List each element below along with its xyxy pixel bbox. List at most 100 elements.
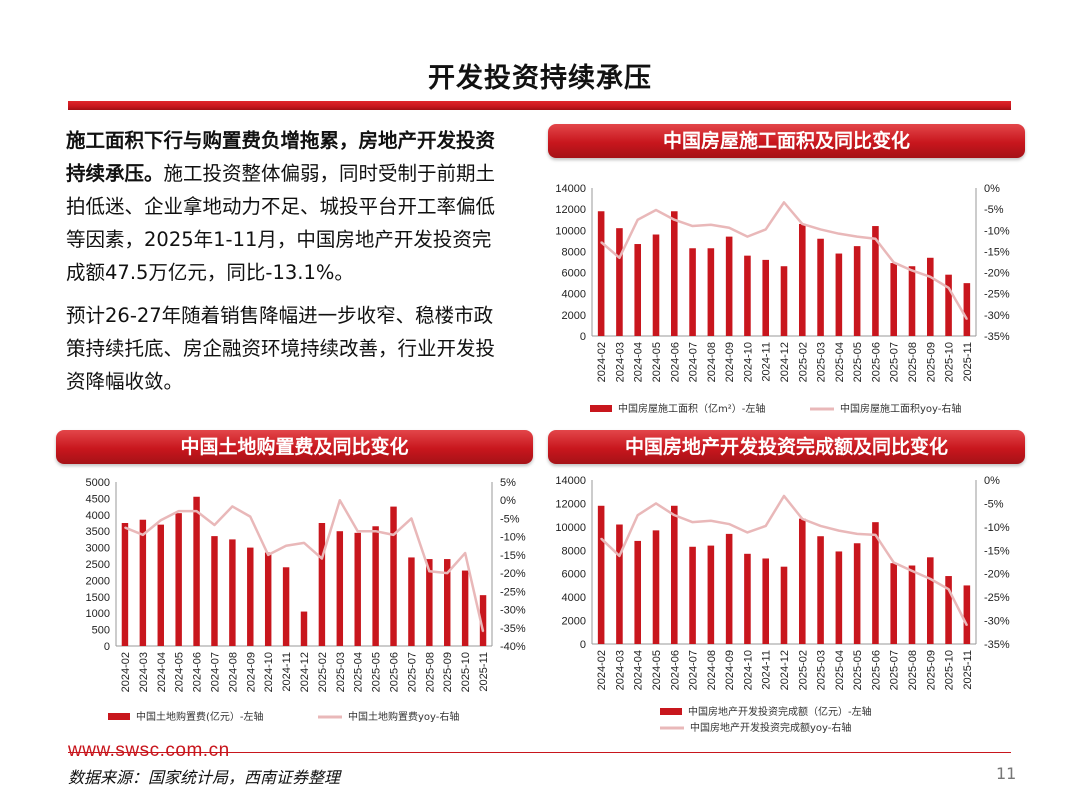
bar <box>798 223 806 336</box>
bar <box>908 266 916 336</box>
bar <box>444 559 451 646</box>
yoy-point <box>267 554 269 556</box>
x-tick-label: 2025-10 <box>460 652 472 692</box>
bar <box>725 533 733 644</box>
y-right-tick-label: 0% <box>984 183 1000 195</box>
y-left-tick-label: 14000 <box>555 475 586 487</box>
summary-text: 施工面积下行与购置费负增拖累，房地产开发投资持续承压。施工投资整体偏弱，同时受制… <box>66 124 506 408</box>
x-tick-label: 2024-12 <box>299 652 311 692</box>
x-tick-label: 2025-09 <box>925 650 937 690</box>
legend-label-bar: 中国房屋施工面积（亿m²）-左轴 <box>618 402 765 415</box>
x-tick-label: 2025-09 <box>442 652 454 692</box>
x-tick-label: 2024-03 <box>614 650 626 690</box>
bar <box>725 236 733 336</box>
y-right-tick-label: -35% <box>984 331 1010 343</box>
x-tick-label: 2024-05 <box>174 652 186 692</box>
x-tick-label: 2024-11 <box>281 652 293 692</box>
x-tick-label: 2024-09 <box>245 652 257 692</box>
yoy-point <box>177 510 180 512</box>
bar <box>193 496 200 646</box>
x-tick-label: 2025-08 <box>907 342 919 382</box>
yoy-point <box>249 515 252 518</box>
bar <box>211 536 218 646</box>
bar <box>798 518 806 644</box>
y-left-tick-label: 5000 <box>86 477 110 489</box>
x-tick-label: 2025-08 <box>424 652 436 692</box>
summary-bold-lead: 施工面积下行与购置费负增拖累，房地产开发投资持续承压。 <box>66 129 496 185</box>
bar <box>390 506 397 646</box>
x-tick-label: 2024-04 <box>633 342 645 382</box>
legend-label-bar: 中国土地购置费(亿元）-左轴 <box>136 710 264 723</box>
summary-paragraph-1: 施工面积下行与购置费负增拖累，房地产开发投资持续承压。施工投资整体偏弱，同时受制… <box>66 124 506 289</box>
yoy-point <box>966 318 968 320</box>
y-left-tick-label: 10000 <box>555 522 586 534</box>
yoy-point <box>636 218 639 221</box>
x-tick-label: 2024-10 <box>263 652 275 692</box>
bar <box>652 530 660 644</box>
x-tick-label: 2024-12 <box>779 342 791 382</box>
y-left-tick-label: 4500 <box>86 493 110 505</box>
x-tick-label: 2024-11 <box>761 342 773 382</box>
y-left-tick-label: 4000 <box>86 510 110 522</box>
chart-development-investment: 0 2000 4000 6000 8000 10000 12000 14000 -35% -30%… <box>555 475 1010 734</box>
yoy-point <box>446 572 449 574</box>
bar <box>689 248 696 336</box>
yoy-point <box>374 530 377 532</box>
yoy-point <box>966 624 968 627</box>
x-tick-label: 2025-04 <box>353 652 365 692</box>
bar <box>762 259 770 336</box>
x-tick-label: 2024-10 <box>742 342 754 382</box>
x-tick-label: 2024-04 <box>633 650 645 690</box>
x-tick-label: 2025-06 <box>870 342 882 382</box>
bar <box>780 566 788 644</box>
y-left-tick-label: 4000 <box>562 289 586 301</box>
x-tick-label: 2025-07 <box>889 650 901 690</box>
yoy-point <box>691 225 694 227</box>
yoy-point <box>764 525 767 527</box>
bar <box>890 263 898 336</box>
bar <box>461 570 469 646</box>
yoy-point <box>285 544 287 547</box>
x-tick-label: 2024-05 <box>651 650 663 690</box>
yoy-point <box>142 534 144 536</box>
yoy-point <box>428 570 431 573</box>
bar <box>744 553 751 644</box>
yoy-point <box>819 228 822 231</box>
x-tick-label: 2024-02 <box>596 650 608 690</box>
yoy-point <box>929 578 932 580</box>
y-left-tick-label: 1500 <box>86 592 110 604</box>
bar <box>853 246 861 336</box>
yoy-point <box>911 570 913 572</box>
bar <box>300 611 308 646</box>
y-right-tick-label: -35% <box>500 623 526 635</box>
y-right-tick-label: -20% <box>500 568 526 580</box>
yoy-point <box>947 588 950 590</box>
y-right-tick-label: -20% <box>984 569 1010 581</box>
yoy-point <box>618 555 621 557</box>
yoy-point <box>746 531 749 534</box>
x-tick-label: 2024-05 <box>651 342 663 382</box>
y-left-tick-label: 14000 <box>555 183 586 195</box>
y-left-tick-label: 2000 <box>562 616 586 628</box>
yoy-point <box>618 256 621 259</box>
bar <box>616 524 623 644</box>
legend-swatch-bar <box>590 405 612 412</box>
bar <box>872 522 879 644</box>
x-tick-label: 2024-06 <box>669 650 681 690</box>
x-tick-label: 2025-11 <box>962 650 974 690</box>
yoy-point <box>892 261 895 264</box>
y-left-tick-label: 0 <box>580 639 586 651</box>
yoy-point <box>195 510 198 512</box>
bar <box>634 244 642 336</box>
bar <box>707 545 715 644</box>
yoy-point <box>783 201 785 204</box>
x-tick-label: 2025-02 <box>797 650 809 690</box>
footer-divider <box>68 752 1011 753</box>
yoy-point <box>655 502 657 505</box>
y-right-tick-label: -25% <box>984 592 1010 604</box>
x-tick-label: 2024-07 <box>688 342 700 382</box>
bar <box>426 559 433 646</box>
yoy-point <box>764 228 767 231</box>
yoy-point <box>464 552 466 554</box>
x-tick-label: 2024-06 <box>669 342 681 382</box>
